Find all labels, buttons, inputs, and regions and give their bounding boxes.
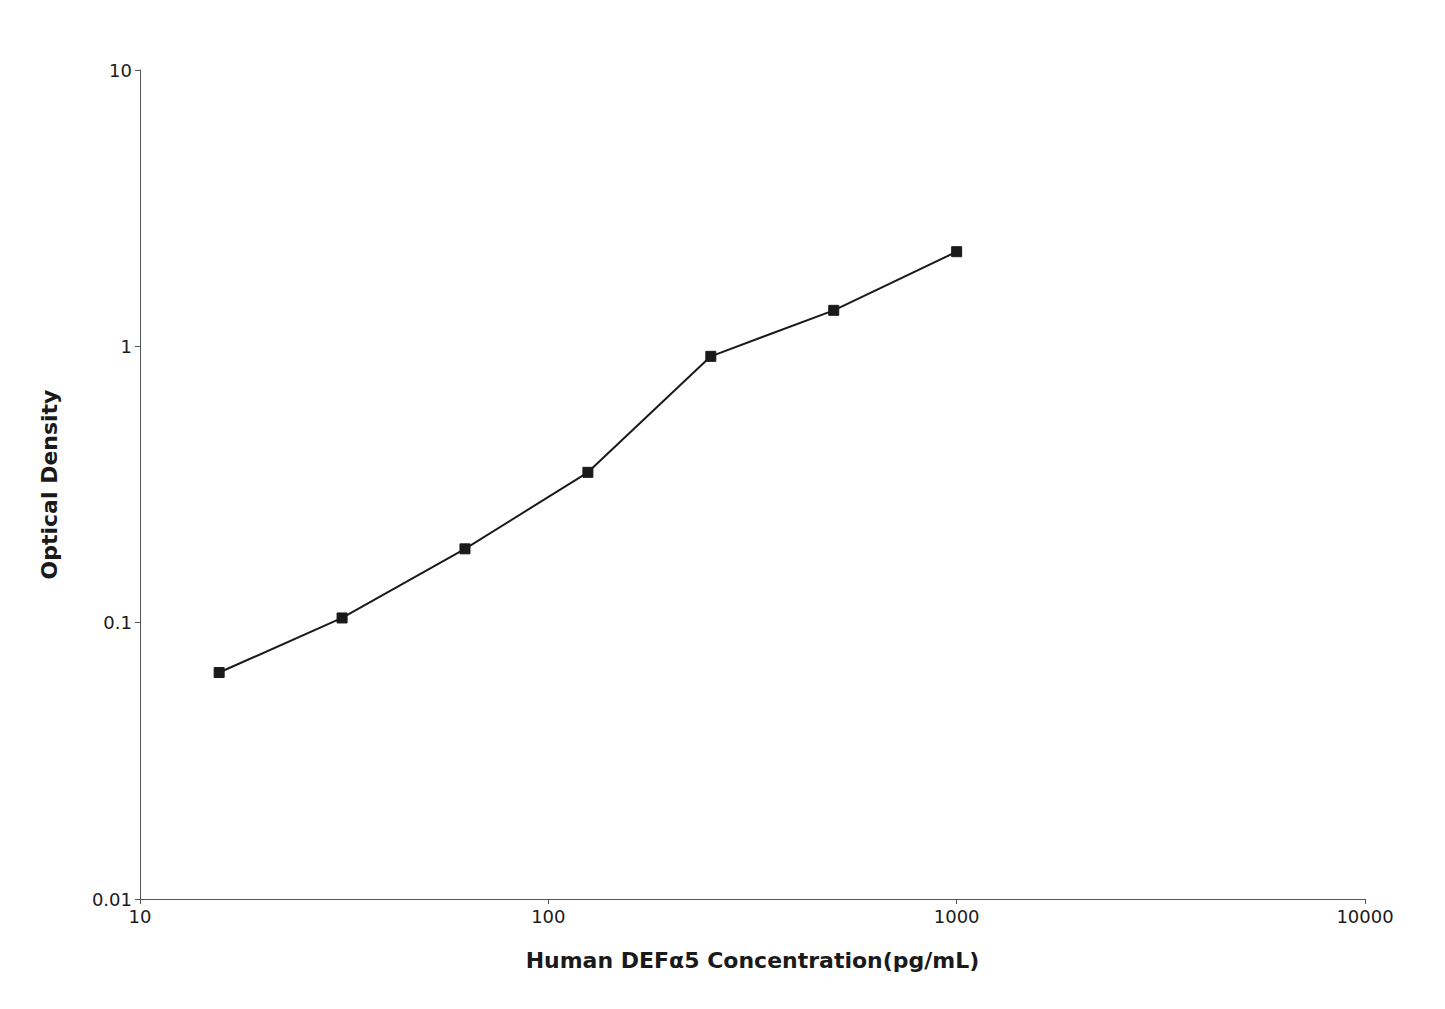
svg-text:1: 1 (121, 336, 132, 357)
svg-text:1000: 1000 (934, 906, 980, 927)
svg-text:10: 10 (129, 906, 152, 927)
svg-text:Human DEFα5 Concentration(pg/m: Human DEFα5 Concentration(pg/mL) (526, 948, 980, 973)
svg-text:0.01: 0.01 (92, 889, 132, 910)
svg-text:10000: 10000 (1336, 906, 1393, 927)
svg-text:0.1: 0.1 (103, 612, 132, 633)
svg-text:100: 100 (531, 906, 565, 927)
svg-text:10: 10 (109, 60, 132, 81)
svg-text:Optical Density: Optical Density (37, 390, 62, 580)
